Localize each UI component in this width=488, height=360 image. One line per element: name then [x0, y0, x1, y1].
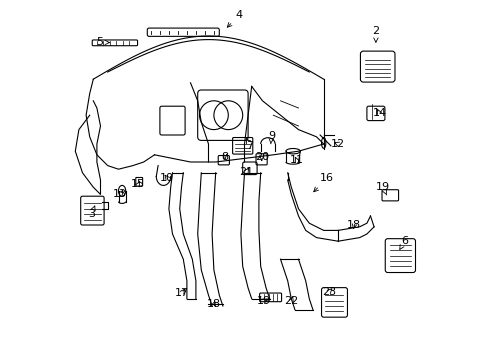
Text: 2: 2	[371, 26, 379, 42]
Text: 16: 16	[313, 173, 334, 192]
Text: 18: 18	[346, 220, 361, 230]
Text: 5: 5	[96, 37, 109, 48]
Text: 19: 19	[375, 182, 389, 195]
Text: 9: 9	[267, 131, 274, 144]
Text: 4: 4	[227, 10, 242, 27]
Text: 8: 8	[221, 152, 228, 162]
Text: 23: 23	[322, 287, 335, 297]
Text: 18: 18	[206, 299, 221, 309]
Text: 7: 7	[246, 138, 253, 151]
Text: 20: 20	[254, 152, 268, 162]
Text: 19: 19	[257, 296, 271, 306]
Text: 22: 22	[284, 296, 298, 306]
Text: 13: 13	[113, 189, 127, 199]
Text: 12: 12	[330, 139, 345, 149]
Text: 21: 21	[239, 167, 253, 177]
Text: 6: 6	[399, 236, 407, 249]
Text: 17: 17	[174, 288, 188, 298]
Text: 3: 3	[88, 206, 95, 219]
Text: 10: 10	[160, 173, 174, 183]
Text: 11: 11	[289, 155, 303, 165]
Text: 15: 15	[131, 179, 145, 189]
Text: 14: 14	[372, 108, 386, 118]
